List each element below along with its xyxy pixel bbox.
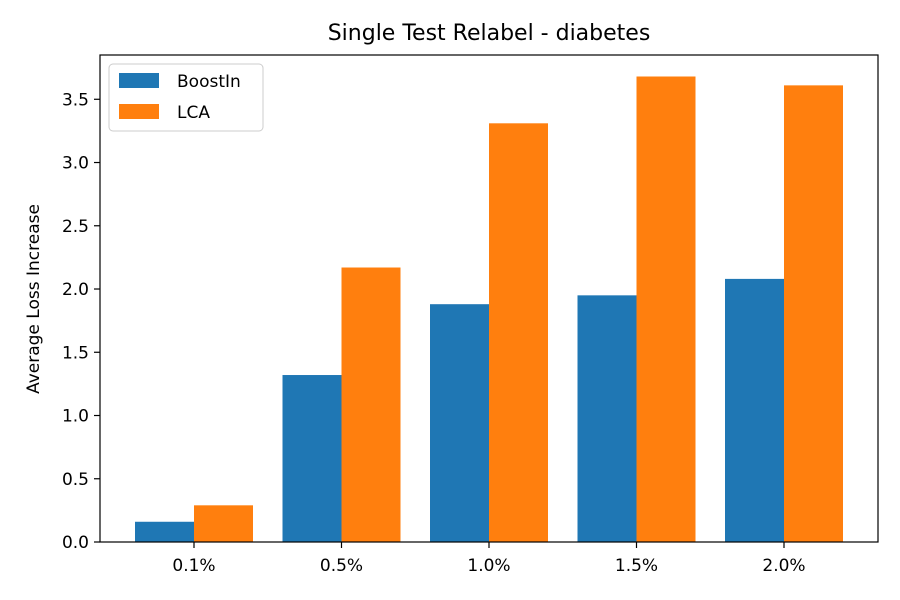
y-axis-label: Average Loss Increase [24,204,44,394]
legend: BoostIn LCA [108,63,264,132]
y-tick-label: 2.5 [62,217,89,237]
x-tick-label: 1.0% [467,556,510,576]
y-tick-label: 1.0 [62,407,89,427]
x-tick-label: 2.0% [762,556,805,576]
y-tick-label: 1.5 [62,343,89,363]
bar-boostin-0 [135,521,194,542]
bar-lca-3 [636,76,696,542]
legend-label-boostin: BoostIn [177,72,241,92]
x-axis: 0.1% 0.5% 1.0% 1.5% 2.0% [172,542,806,576]
y-tick-label: 0.5 [62,470,89,490]
y-tick-label: 2.0 [62,280,89,300]
x-tick-label: 1.5% [615,556,658,576]
chart-title: Single Test Relabel - diabetes [328,21,651,46]
y-tick-label: 3.0 [62,154,89,174]
bar-boostin-4 [725,278,784,542]
bar-lca-2 [489,123,548,543]
bars-group [135,76,843,543]
bar-boostin-3 [577,295,637,542]
bar-lca-0 [194,505,253,542]
y-tick-label: 3.5 [62,90,89,110]
x-tick-label: 0.5% [320,556,363,576]
y-axis: 0.0 0.5 1.0 1.5 2.0 2.5 3.0 3.5 [62,90,100,553]
y-tick-label: 0.0 [62,533,89,553]
bar-boostin-2 [430,304,489,542]
legend-swatch-boostin [119,73,159,88]
bar-lca-4 [784,85,843,542]
plot-frame [99,54,879,543]
bar-lca-1 [341,267,401,542]
bar-boostin-1 [282,375,342,542]
legend-label-lca: LCA [177,103,210,123]
legend-swatch-lca [119,104,159,119]
x-tick-label: 0.1% [172,556,215,576]
